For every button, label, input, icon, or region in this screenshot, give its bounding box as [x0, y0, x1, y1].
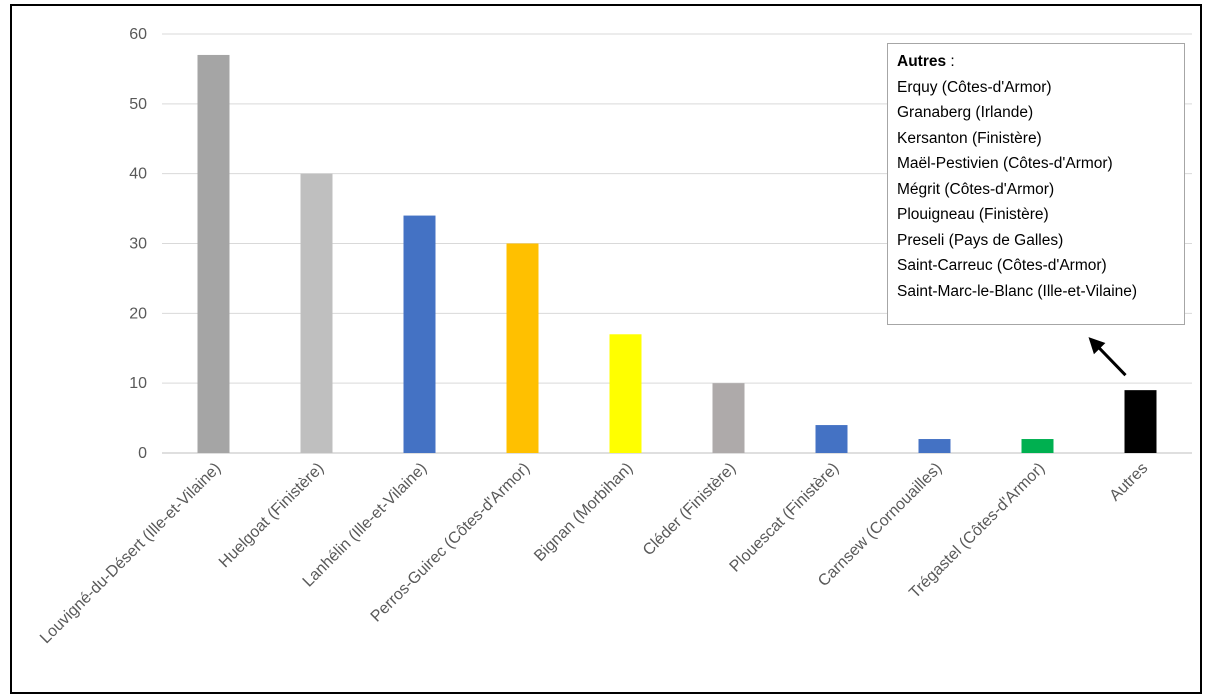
- bar: [918, 439, 951, 453]
- autres-annotation-box: Autres : Erquy (Côtes-d'Armor) Granaberg …: [887, 43, 1185, 325]
- y-axis-tick-labels: 0 10 20 30 40 50 60: [129, 26, 147, 462]
- annotation-item: Erquy (Côtes-d'Armor): [897, 78, 1052, 96]
- y-tick-label: 30: [129, 236, 147, 253]
- annotation-item: Plouigneau (Finistère): [897, 206, 1049, 223]
- annotation-list: Erquy (Côtes-d'Armor) Granaberg (Irlande)…: [897, 75, 1184, 305]
- x-category-label: Cléder (Finistère): [640, 460, 739, 559]
- x-category-label: Plouescat (Finistère): [727, 460, 843, 576]
- x-category-label: Bignan (Morbihan): [531, 460, 636, 565]
- bar: [197, 54, 230, 453]
- annotation-title-suffix: :: [946, 53, 955, 70]
- x-category-label: Louvigné-du-Désert (Ille-et-Vilaine): [37, 460, 224, 647]
- y-tick-label: 40: [129, 166, 147, 183]
- annotation-item: Saint-Marc-le-Blanc (Ille-et-Vilaine): [897, 282, 1138, 300]
- bar-chart: 0 10 20 30 40 50 60 Louvigné-du-Désert (Ille-e…: [37, 26, 1192, 647]
- bar: [1124, 390, 1157, 453]
- y-tick-label: 10: [129, 375, 147, 392]
- annotation-item: Saint-Carreuc (Côtes-d'Armor): [897, 257, 1107, 274]
- y-tick-label: 60: [129, 26, 147, 43]
- arrow-shaft: [1095, 344, 1127, 377]
- bar: [815, 425, 848, 453]
- annotation-item: Maël-Pestivien (Côtes-d'Armor): [897, 155, 1113, 172]
- bar: [609, 334, 642, 453]
- gridlines: [162, 33, 1192, 454]
- x-axis-category-labels: Louvigné-du-Désert (Ille-et-Vilaine)Huel…: [37, 460, 1151, 647]
- bar: [300, 173, 333, 453]
- bar: [403, 215, 436, 453]
- x-category-label: Autres: [1107, 460, 1152, 505]
- chart-frame: 0 10 20 30 40 50 60 Louvigné-du-Désert (Ille-e…: [10, 4, 1202, 694]
- x-category-label: Huelgoat (Finistère): [216, 460, 327, 571]
- annotation-item: Kersanton (Finistère): [897, 129, 1042, 147]
- bar: [712, 383, 745, 453]
- y-tick-label: 20: [129, 305, 147, 322]
- annotation-item: Preseli (Pays de Galles): [897, 231, 1064, 249]
- annotation-item: Mégrit (Côtes-d'Armor): [897, 180, 1055, 198]
- y-tick-label: 50: [129, 96, 147, 113]
- bar: [506, 243, 539, 453]
- annotation-arrow: [1088, 337, 1127, 377]
- arrow-head: [1088, 337, 1106, 355]
- annotation-item: Granaberg (Irlande): [897, 104, 1034, 121]
- bar: [1021, 439, 1054, 453]
- annotation-title-line: Autres :: [897, 49, 1184, 75]
- annotation-title: Autres: [897, 53, 947, 70]
- bars: [197, 54, 1157, 453]
- y-tick-label: 0: [138, 445, 147, 462]
